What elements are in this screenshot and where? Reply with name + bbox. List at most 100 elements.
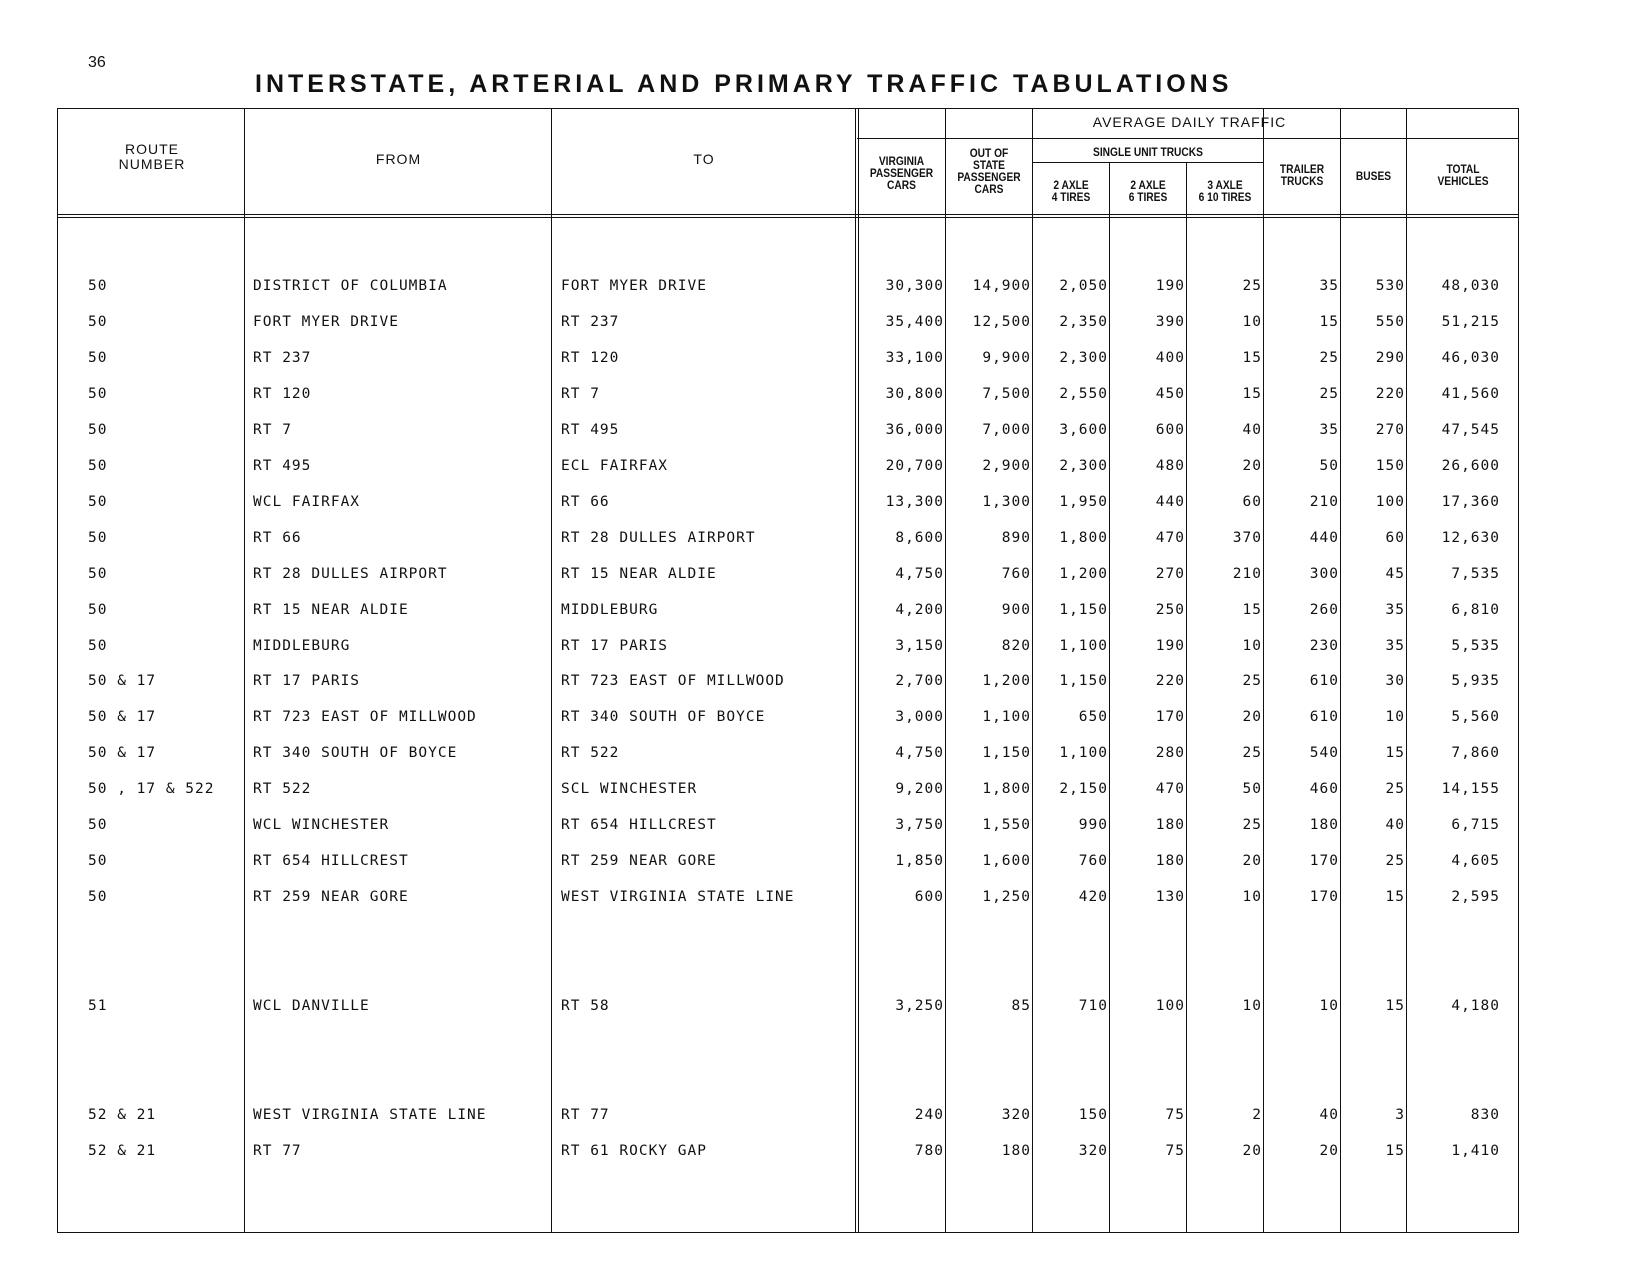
header-total-vehicles: TOTAL VEHICLES [1437,162,1489,188]
cell-from: RT 237 [253,350,312,366]
cell-buses: 25 [1385,781,1405,797]
header-3-axle-6-10-tires: 3 AXLE 6 10 TIRES [1198,178,1252,204]
page-number: 36 [88,54,106,71]
cell-2-axle-4-tires: 650 [1078,709,1108,725]
cell-out-of-state-passenger-cars: 7,500 [982,386,1031,402]
cell-virginia-passenger-cars: 2,700 [895,673,944,689]
cell-virginia-passenger-cars: 13,300 [885,494,944,510]
cell-route: 50 [88,889,108,905]
cell-2-axle-6-tires: 75 [1165,1107,1185,1123]
cell-trailer-trucks: 10 [1319,998,1339,1014]
cell-2-axle-6-tires: 75 [1165,1143,1185,1159]
cell-route: 50 [88,314,108,330]
cell-to: RT 120 [561,350,620,366]
cell-3-axle-6-10-tires: 25 [1242,673,1262,689]
cell-to: RT 237 [561,314,620,330]
cell-3-axle-6-10-tires: 25 [1242,745,1262,761]
cell-2-axle-4-tires: 3,600 [1059,422,1108,438]
cell-out-of-state-passenger-cars: 1,150 [982,745,1031,761]
cell-out-of-state-passenger-cars: 1,100 [982,709,1031,725]
cell-trailer-trucks: 610 [1309,673,1339,689]
cell-buses: 150 [1375,458,1405,474]
header-to: TO [693,151,715,167]
cell-buses: 15 [1385,1143,1405,1159]
cell-from: RT 495 [253,458,312,474]
cell-2-axle-4-tires: 1,150 [1059,673,1108,689]
cell-out-of-state-passenger-cars: 1,300 [982,494,1031,510]
cell-total-vehicles: 51,215 [1441,314,1500,330]
cell-to: SCL WINCHESTER [561,781,698,797]
cell-3-axle-6-10-tires: 50 [1242,781,1262,797]
cell-out-of-state-passenger-cars: 1,800 [982,781,1031,797]
cell-2-axle-6-tires: 280 [1155,745,1185,761]
cell-virginia-passenger-cars: 3,150 [895,638,944,654]
cell-from: RT 28 DULLES AIRPORT [253,566,448,582]
cell-total-vehicles: 48,030 [1441,278,1500,294]
cell-route: 51 [88,998,108,1014]
cell-2-axle-6-tires: 100 [1155,998,1185,1014]
col-divider [1263,108,1264,1233]
table-row: 50 RT 15 NEAR ALDIE MIDDLEBURG 4,200 900 1,15… [0,602,1650,622]
cell-buses: 45 [1385,566,1405,582]
header-bottom-rule [57,214,1519,218]
table-row: 52 & 21 RT 77 RT 61 ROCKY GAP 780 180 320 75 20… [0,1143,1650,1163]
col-divider [551,108,552,1233]
cell-buses: 220 [1375,386,1405,402]
col-divider [945,108,946,1233]
cell-3-axle-6-10-tires: 370 [1232,530,1262,546]
header-trailer-trucks: TRAILER TRUCKS [1279,162,1325,188]
cell-total-vehicles: 7,535 [1451,566,1500,582]
cell-buses: 3 [1395,1107,1405,1123]
cell-from: WCL DANVILLE [253,998,370,1014]
cell-route: 52 & 21 [88,1143,157,1159]
cell-total-vehicles: 14,155 [1441,781,1500,797]
cell-2-axle-4-tires: 990 [1078,817,1108,833]
cell-virginia-passenger-cars: 240 [914,1107,944,1123]
cell-buses: 270 [1375,422,1405,438]
cell-virginia-passenger-cars: 4,200 [895,602,944,618]
cell-to: ECL FAIRFAX [561,458,669,474]
cell-2-axle-6-tires: 170 [1155,709,1185,725]
cell-to: RT 77 [561,1107,610,1123]
cell-3-axle-6-10-tires: 25 [1242,817,1262,833]
cell-2-axle-4-tires: 2,300 [1059,458,1108,474]
cell-3-axle-6-10-tires: 210 [1232,566,1262,582]
cell-2-axle-4-tires: 2,150 [1059,781,1108,797]
cell-virginia-passenger-cars: 4,750 [895,566,944,582]
cell-to: RT 66 [561,494,610,510]
cell-route: 50 [88,422,108,438]
cell-2-axle-4-tires: 320 [1078,1143,1108,1159]
cell-2-axle-4-tires: 1,100 [1059,745,1108,761]
table-row: 50 & 17 RT 340 SOUTH OF BOYCE RT 522 4,750 1… [0,745,1650,765]
cell-trailer-trucks: 170 [1309,889,1339,905]
cell-out-of-state-passenger-cars: 2,900 [982,458,1031,474]
table-row: 50 RT 120 RT 7 30,800 7,500 2,550 450 15 25 220 41… [0,386,1650,406]
col-divider [1186,162,1187,1233]
cell-route: 50 [88,494,108,510]
cell-trailer-trucks: 230 [1309,638,1339,654]
cell-to: RT 340 SOUTH OF BOYCE [561,709,766,725]
cell-buses: 25 [1385,853,1405,869]
cell-3-axle-6-10-tires: 25 [1242,278,1262,294]
cell-from: RT 7 [253,422,292,438]
cell-from: RT 15 NEAR ALDIE [253,602,409,618]
cell-total-vehicles: 5,535 [1451,638,1500,654]
cell-trailer-trucks: 300 [1309,566,1339,582]
cell-from: MIDDLEBURG [253,638,351,654]
cell-3-axle-6-10-tires: 2 [1252,1107,1262,1123]
cell-to: RT 28 DULLES AIRPORT [561,530,756,546]
cell-2-axle-6-tires: 270 [1155,566,1185,582]
table-row: 50 , 17 & 522 RT 522 SCL WINCHESTER 9,200 1,… [0,781,1650,801]
cell-trailer-trucks: 610 [1309,709,1339,725]
cell-2-axle-6-tires: 470 [1155,781,1185,797]
cell-virginia-passenger-cars: 36,000 [885,422,944,438]
table-row: 52 & 21 WEST VIRGINIA STATE LINE RT 77 240 3… [0,1107,1650,1127]
cell-2-axle-6-tires: 220 [1155,673,1185,689]
cell-2-axle-4-tires: 2,550 [1059,386,1108,402]
cell-buses: 100 [1375,494,1405,510]
cell-total-vehicles: 6,810 [1451,602,1500,618]
header-rule [1032,162,1263,163]
cell-to: RT 58 [561,998,610,1014]
cell-route: 50 & 17 [88,673,157,689]
cell-2-axle-4-tires: 760 [1078,853,1108,869]
